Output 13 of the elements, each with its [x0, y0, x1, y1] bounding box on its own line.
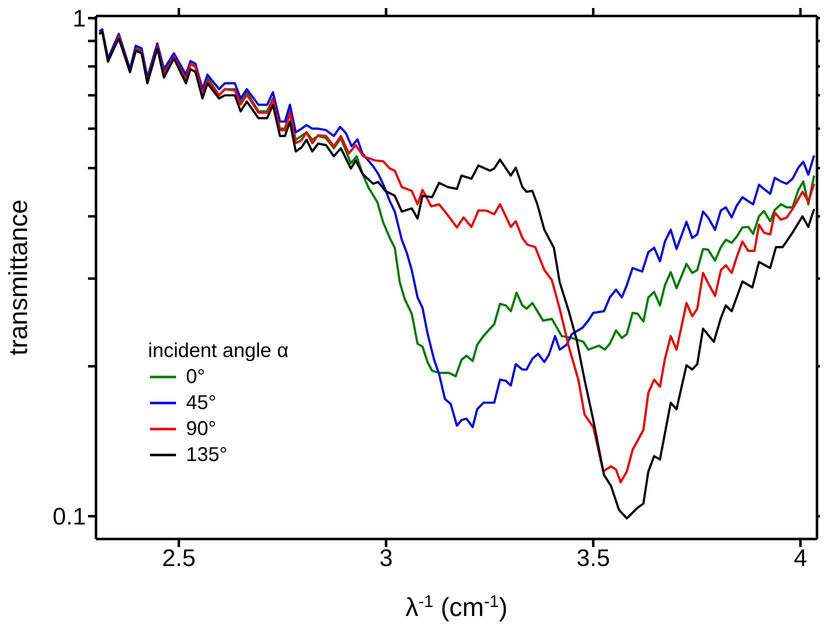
legend-title: incident angle α	[148, 339, 289, 364]
legend-label: 0°	[186, 365, 206, 390]
y-axis-title: transmittance	[3, 199, 34, 356]
legend-label: 90°	[186, 417, 216, 442]
x-axis-title: λ$^{-1}$ (cm$^{-1}$)	[405, 592, 508, 622]
legend-label: 45°	[186, 391, 216, 416]
x-tick-label: 2.5	[162, 545, 196, 572]
legend-label: 135°	[186, 443, 228, 468]
x-tick-label: 4	[794, 545, 808, 572]
x-tick-label: 3	[379, 545, 393, 572]
x-tick-label: 3.5	[576, 545, 610, 572]
y-tick-label: 0.1	[52, 504, 86, 531]
y-tick-label: 1	[72, 6, 86, 33]
